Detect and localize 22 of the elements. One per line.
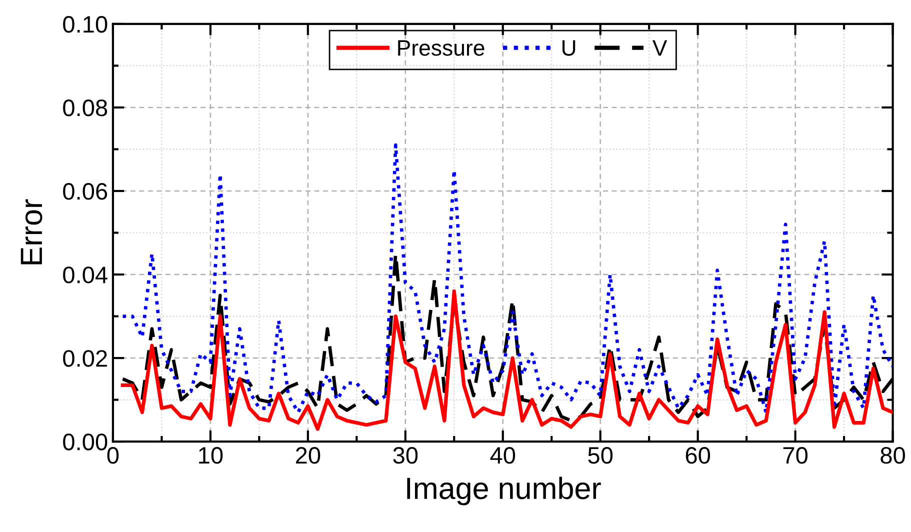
x-tick-label: 60 [686,447,710,464]
x-tick-label: 40 [490,447,516,464]
y-tick-label: 0.00 [63,434,108,450]
x-axis-title: Image number [407,476,601,506]
x-tick-label: 80 [880,447,905,464]
y-tick-label: 0.06 [63,183,108,200]
y-axis-title: Error [20,199,42,264]
line-series [121,143,893,414]
y-tick-label: 0.10 [63,16,108,33]
y-tick-label: 0.02 [63,350,107,367]
y-tick-label: 0.08 [63,100,108,116]
y-tick-label: 0.04 [63,266,108,284]
legend-label: U [562,40,576,56]
x-tick-label: 50 [588,447,613,464]
x-tick-label: 30 [393,447,418,464]
x-tick-label: 10 [199,447,223,464]
legend-label: V [652,40,668,56]
legend-label: Pressure [398,40,484,56]
x-tick-label: 20 [296,447,320,464]
x-tick-label: 70 [783,447,808,464]
x-tick-label: 0 [107,447,119,464]
line-series [120,289,893,431]
